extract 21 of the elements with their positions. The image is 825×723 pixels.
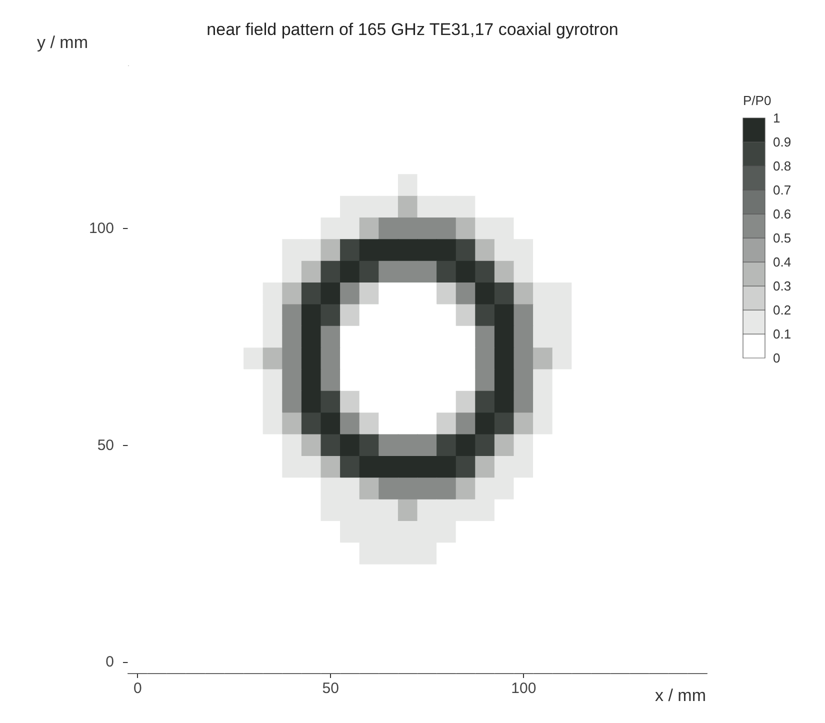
chart-title: near field pattern of 165 GHz TE31,17 coaxial gyrotron (206, 20, 618, 39)
y-tick-label: 0 (106, 654, 114, 671)
y-tick-label: 100 (88, 220, 114, 238)
x-tick-label: 0 (133, 680, 142, 697)
x-tick-label: 100 (511, 680, 536, 697)
color-bar-label: 0 (773, 350, 780, 366)
color-bar-label: 0.2 (773, 302, 792, 318)
y-axis-title: y / mm (37, 33, 88, 52)
x-axis-title: x / mm (655, 686, 706, 705)
color-bar-label: 1 (773, 110, 780, 126)
color-bar-label: 0.8 (773, 158, 792, 174)
x-tick-label: 50 (322, 680, 339, 697)
color-bar-label: 0.3 (773, 278, 792, 294)
color-bar-label: 0.7 (773, 182, 792, 198)
color-bar-label: 0.5 (773, 230, 792, 246)
color-bar-label: 0.1 (773, 326, 792, 342)
color-bar-label: 0.4 (773, 254, 792, 270)
y-tick-label: 50 (97, 436, 114, 454)
color-bar-label: 0.6 (773, 206, 792, 222)
color-bar-label: 0.9 (773, 134, 792, 150)
color-bar-title: P/P0 (743, 93, 772, 108)
